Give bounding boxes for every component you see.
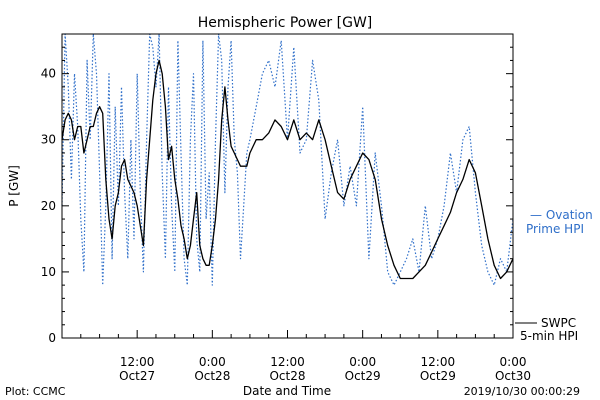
- x-tick-date-4: Oct29: [420, 369, 456, 383]
- legend-ovation-line2: Prime HPI: [526, 222, 584, 236]
- x-tick-date-0: Oct27: [119, 369, 155, 383]
- x-tick-time-4: 12:00: [421, 355, 456, 369]
- series-layer: [61, 33, 514, 286]
- y-tick-label-0: 0: [48, 331, 56, 345]
- x-tick-date-1: Oct28: [194, 369, 230, 383]
- y-tick-label-2: 20: [41, 199, 56, 213]
- chart-title: Hemispheric Power [GW]: [198, 15, 373, 31]
- footer-credit: Plot: CCMC: [5, 385, 66, 398]
- legend-swpc-line1: SWPC: [541, 316, 576, 330]
- x-tick-date-5: Oct30: [495, 369, 531, 383]
- legend-ovation-line1: — Ovation: [530, 208, 593, 222]
- x-tick-date-3: Oct29: [345, 369, 381, 383]
- x-tick-time-0: 12:00: [120, 355, 155, 369]
- legend-ovation: — Ovation Prime HPI: [526, 208, 593, 236]
- x-axis: 12:00Oct270:00Oct2812:00Oct280:00Oct2912…: [80, 330, 531, 383]
- x-tick-time-2: 12:00: [270, 355, 305, 369]
- x-tick-time-5: 0:00: [500, 355, 527, 369]
- y-axis: 0 10 20 30 40: [41, 46, 513, 345]
- y-axis-label: P [GW]: [7, 165, 21, 207]
- legend-swpc-line2: 5-min HPI: [520, 329, 578, 343]
- x-tick-time-3: 0:00: [349, 355, 376, 369]
- footer-timestamp: 2019/10/30 00:00:29: [464, 385, 580, 398]
- x-tick-date-2: Oct28: [269, 369, 305, 383]
- x-axis-label: Date and Time: [243, 384, 331, 398]
- x-tick-time-1: 0:00: [199, 355, 226, 369]
- series-swpc-line: [61, 59, 514, 280]
- y-tick-label-1: 10: [41, 265, 56, 279]
- legend-swpc: SWPC 5-min HPI: [515, 316, 578, 343]
- y-tick-label-3: 30: [41, 133, 56, 147]
- plot-frame: [61, 33, 514, 339]
- series-ovation-prime-line: [61, 33, 514, 286]
- y-tick-label-4: 40: [41, 67, 56, 81]
